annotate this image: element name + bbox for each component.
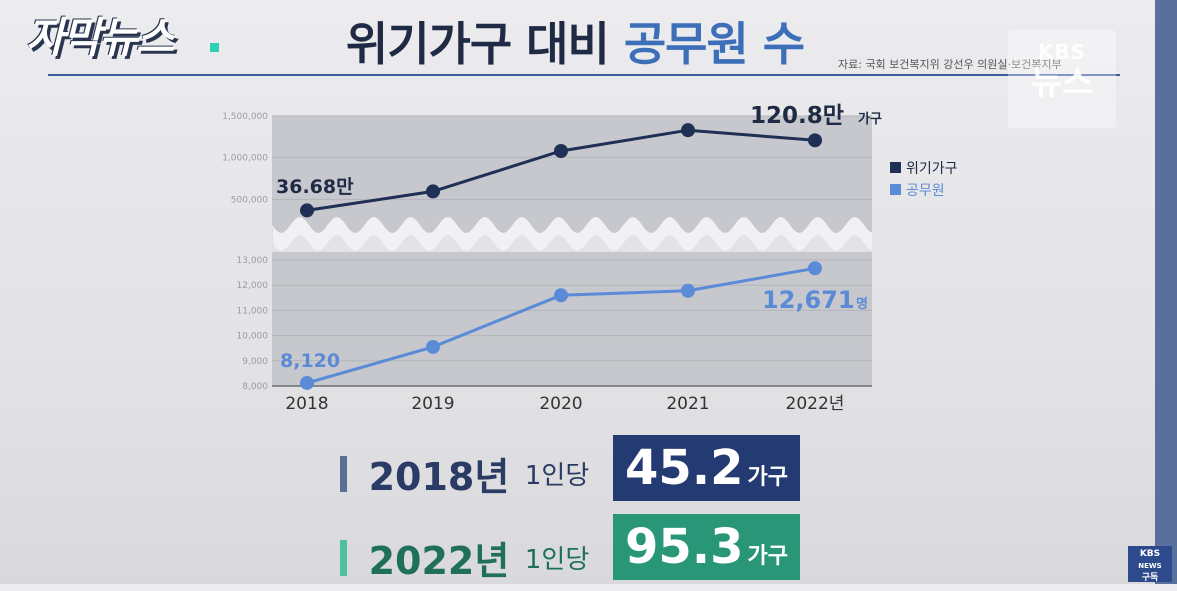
legend-swatch <box>890 184 901 195</box>
upper-tick-label: 1,000,000 <box>222 154 268 164</box>
badge-line1: KBS <box>1139 549 1161 559</box>
stat-2022-year: 2022년 <box>368 539 510 583</box>
program-logo: 자막뉴스 <box>26 13 175 62</box>
point-위기가구 <box>681 123 695 138</box>
point-위기가구 <box>808 133 822 148</box>
end-label-공무원: 12,671 <box>762 286 855 314</box>
legend-label: 위기가구 <box>906 161 958 177</box>
point-위기가구 <box>300 203 314 218</box>
lower-tick-label: 13,000 <box>237 256 269 266</box>
upper-tick-label: 1,500,000 <box>222 112 268 122</box>
stat-2018-box: 45.2 가구 <box>613 435 800 501</box>
watermark-bottom: 뉴스 <box>1030 63 1094 103</box>
x-tick-label: 2020 <box>539 394 582 414</box>
axis-break-wave <box>272 217 872 251</box>
lower-tick-label: 12,000 <box>237 281 269 291</box>
point-공무원 <box>426 339 440 354</box>
x-tick-label: 2022년 <box>786 394 845 414</box>
point-공무원 <box>300 375 314 390</box>
stat-2018-per: 1인당 <box>524 461 590 491</box>
stat-2018-value: 45.2 <box>625 440 744 496</box>
point-위기가구 <box>554 144 568 158</box>
end-unit-공무원: 명 <box>856 296 868 312</box>
upper-plot-area <box>272 116 872 235</box>
end-unit-위기가구: 가구 <box>858 112 882 127</box>
lower-tick-label: 9,000 <box>242 357 268 367</box>
stat-2022-unit: 가구 <box>747 544 788 569</box>
end-label-위기가구: 120.8만 <box>750 103 844 129</box>
legend-label: 공무원 <box>906 183 945 199</box>
title-underline <box>48 74 1120 76</box>
start-label-위기가구: 36.68만 <box>276 176 354 198</box>
stat-2018: 2018년 1인당 <box>340 446 589 501</box>
stat-2018-bar <box>340 455 347 492</box>
watermark-top: KBS <box>1037 40 1087 64</box>
kbs-news-watermark: KBS 뉴스 <box>1008 30 1116 128</box>
badge-line3: 구독 <box>1141 573 1159 583</box>
badge-line2: NEWS <box>1138 562 1162 570</box>
x-tick-label: 2021 <box>666 394 709 414</box>
start-label-공무원: 8,120 <box>280 350 340 372</box>
stat-2022-value: 95.3 <box>625 519 744 575</box>
page-title: 위기가구 대비 공무원 수 <box>0 8 1150 74</box>
stat-2022-box: 95.3 가구 <box>613 514 800 580</box>
x-tick-label: 2019 <box>411 394 454 414</box>
stat-2022-per: 1인당 <box>524 545 590 575</box>
logo-dot <box>210 43 219 52</box>
stat-2022: 2022년 1인당 <box>340 530 589 585</box>
stat-2018-year: 2018년 <box>368 455 510 499</box>
title-main: 위기가구 대비 <box>345 17 610 71</box>
point-공무원 <box>808 261 822 276</box>
kbs-subscribe-badge[interactable]: KBS NEWS 구독 <box>1128 546 1172 583</box>
lower-tick-label: 11,000 <box>237 306 269 316</box>
source-text: 자료: 국회 보건복지위 강선우 의원실·보건복지부 <box>838 58 1062 71</box>
side-bar <box>1155 0 1177 584</box>
stat-2022-bar <box>340 539 347 576</box>
lower-tick-label: 8,000 <box>242 382 268 392</box>
x-tick-label: 2018 <box>285 394 328 414</box>
point-공무원 <box>554 288 568 303</box>
point-위기가구 <box>426 184 440 199</box>
upper-tick-label: 500,000 <box>231 195 268 205</box>
title-highlight: 공무원 수 <box>623 17 805 71</box>
lower-tick-label: 10,000 <box>237 332 269 342</box>
stat-2018-unit: 가구 <box>747 465 788 490</box>
legend-swatch <box>890 162 901 173</box>
point-공무원 <box>681 283 695 298</box>
